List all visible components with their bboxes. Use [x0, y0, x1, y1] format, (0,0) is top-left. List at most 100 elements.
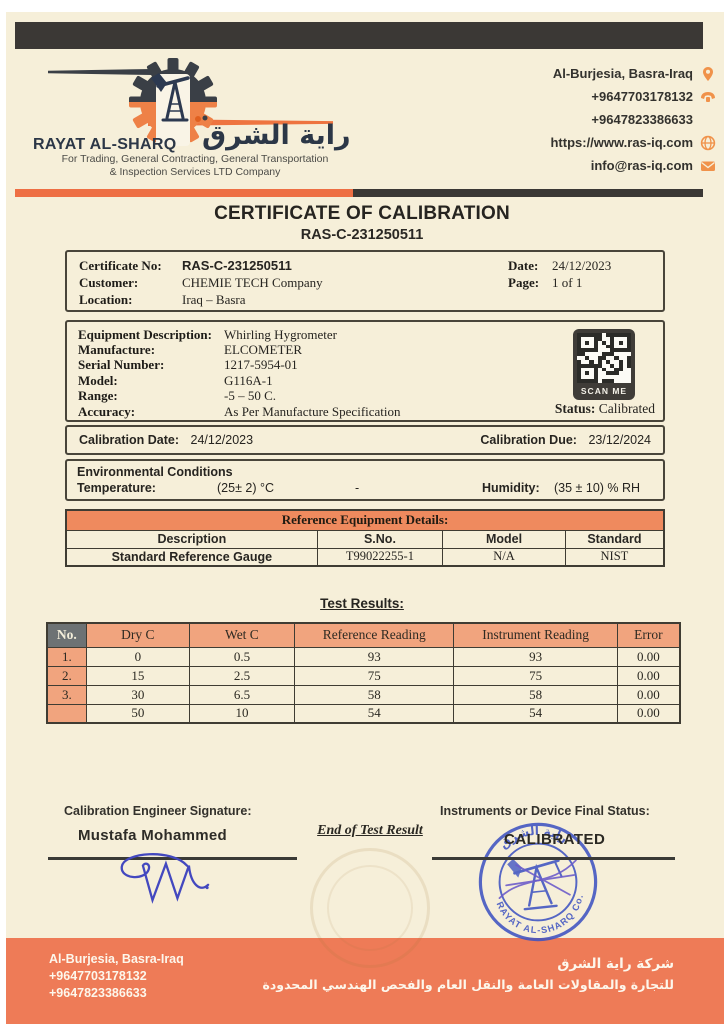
ref-model-value: N/A [442, 547, 566, 567]
contact-icon-spacer [700, 112, 716, 128]
footer-description-arabic: للتجارة والمقاولات العامة والنقل العام و… [262, 977, 675, 992]
environmental-conditions-box: Environmental Conditions Temperature: (2… [65, 459, 665, 501]
certificate-number-subtitle: RAS-C-231250511 [300, 227, 424, 243]
test-results-section: No. Dry C Wet C Reference Reading Instru… [46, 622, 681, 724]
row2-instrument: 75 [453, 665, 618, 686]
row4-reference: 54 [293, 703, 455, 724]
contact-email-text: info@ras-iq.com [590, 158, 693, 173]
reference-equipment-table: Reference Equipment Details: Description… [65, 509, 665, 567]
divider-dark-segment [353, 189, 703, 197]
footer-arabic-block: شركة راية الشرق للتجارة والمقاولات العام… [263, 954, 675, 996]
page-value: 1 of 1 [552, 275, 583, 290]
certificate-title: CERTIFICATE OF CALIBRATION [214, 203, 510, 224]
model-row: Model: G116A-1 [67, 373, 663, 388]
range-label: Range: [78, 388, 118, 404]
row1-wet: 0.5 [188, 646, 295, 667]
logo-swoosh-orange [148, 119, 333, 126]
equipment-description-label: Equipment Description: [78, 326, 212, 342]
ref-header-sno: S.No. [316, 529, 444, 549]
footer-phone1: +9647703178132 [49, 969, 147, 983]
customer-value: CHEMIE TECH Company [182, 275, 323, 290]
contact-phone-1: +9647703178132 [436, 87, 716, 106]
qr-scan-me-label: SCAN ME [580, 386, 628, 396]
company-name-english: RAYAT AL-SHARQ [33, 136, 177, 153]
row3-reference: 58 [293, 684, 455, 705]
location-row: Location: Iraq – Basra [79, 292, 246, 308]
calibration-dates-box: Calibration Date: 24/12/2023 Calibration… [65, 425, 665, 455]
certificate-info-box: Certificate No: RAS-C-231250511 Customer… [65, 250, 665, 312]
row4-instrument: 54 [453, 703, 618, 724]
page-label: Page: [508, 275, 540, 290]
contact-website-text: https://www.ras-iq.com [550, 135, 693, 150]
company-tagline: For Trading, General Contracting, Genera… [25, 153, 365, 179]
scan-margin-top [0, 0, 724, 12]
equipment-status: Status: Calibrated [555, 401, 655, 417]
company-stamp: راية الشرق RAYAT AL-SHARQ Co. [478, 820, 598, 942]
globe-icon [700, 135, 716, 150]
mail-icon [701, 161, 715, 171]
calibration-due-label: Calibration Due: [480, 433, 577, 447]
test-results-title: Test Results: [320, 596, 404, 611]
scan-margin-left [0, 0, 6, 1024]
final-status-label: Instruments or Device Final Status: [440, 804, 650, 818]
contact-email: info@ras-iq.com [436, 156, 716, 175]
ref-header-description: Description [65, 529, 318, 549]
model-value: G116A-1 [224, 372, 273, 388]
row2-error: 0.00 [616, 665, 681, 686]
location-pin-icon [703, 66, 713, 81]
test-header-error: Error [616, 622, 681, 648]
test-table-row-4: 50 10 54 54 0.00 [46, 703, 681, 724]
row1-instrument: 93 [453, 646, 618, 667]
contact-address: Al-Burjesia, Basra-Iraq [436, 64, 716, 83]
top-dark-bar [15, 22, 703, 49]
contact-phone2-text: +9647823386633 [591, 112, 693, 127]
row2-reference: 75 [293, 665, 455, 686]
row4-no [46, 703, 87, 724]
test-header-dry: Dry C [85, 622, 190, 648]
row1-reference: 93 [293, 646, 455, 667]
engineer-signature [120, 853, 210, 904]
company-name-arabic: راية الشرق [202, 120, 351, 151]
reference-table-title: Reference Equipment Details: [65, 509, 665, 531]
calibration-date-value: 24/12/2023 [190, 433, 254, 447]
divider-orange-segment [15, 189, 353, 197]
test-table-row-3: 3. 30 6.5 58 58 0.00 [46, 684, 681, 705]
row1-dry: 0 [85, 646, 190, 667]
status-label: Status: [554, 401, 596, 416]
logo-swoosh-dark [48, 69, 152, 75]
temperature-value: (25± 2) °C [217, 481, 275, 495]
footer-contact-block: Al-Burjesia, Basra-Iraq +9647703178132 +… [49, 951, 184, 1002]
contact-address-text: Al-Burjesia, Basra-Iraq [552, 66, 693, 81]
row3-no: 3. [46, 684, 87, 705]
test-table-row-2: 2. 15 2.5 75 75 0.00 [46, 665, 681, 686]
date-label: Date: [508, 258, 539, 273]
engineer-signature-line [48, 857, 297, 860]
stamp-pumpjack-icon [513, 859, 563, 911]
manufacture-value: ELCOMETER [224, 342, 302, 358]
tagline-line2: & Inspection Services LTD Company [109, 166, 281, 178]
calibration-due-pair: Calibration Due: 23/12/2024 [480, 433, 651, 447]
row4-error: 0.00 [616, 703, 681, 724]
accuracy-label: Accuracy: [78, 403, 136, 419]
certificate-no-row: Certificate No: RAS-C-231250511 [79, 258, 292, 274]
equipment-description-row: Equipment Description: Whirling Hygromet… [67, 327, 663, 342]
certificate-no-value: RAS-C-231250511 [182, 258, 292, 273]
row3-instrument: 58 [453, 684, 618, 705]
ref-header-model: Model [442, 529, 566, 549]
reference-equipment-section: Reference Equipment Details: Description… [65, 509, 665, 567]
row4-dry: 50 [85, 703, 190, 724]
humidity-value: (35 ± 10) % RH [554, 481, 641, 495]
row2-dry: 15 [85, 665, 190, 686]
phone-icon [701, 91, 715, 102]
row1-error: 0.00 [616, 646, 681, 667]
test-header-reference: Reference Reading [293, 622, 455, 648]
engineer-name: Mustafa Mohammed [78, 827, 227, 844]
qr-code-frame: SCAN ME [573, 329, 635, 400]
engineer-signature-label: Calibration Engineer Signature: [64, 804, 252, 818]
temperature-label: Temperature: [77, 481, 156, 495]
customer-row: Customer: CHEMIE TECH Company [79, 275, 323, 291]
contact-phone-2: +9647823386633 [436, 110, 716, 129]
serial-number-label: Serial Number: [78, 357, 165, 373]
equipment-description-value: Whirling Hygrometer [224, 326, 337, 342]
